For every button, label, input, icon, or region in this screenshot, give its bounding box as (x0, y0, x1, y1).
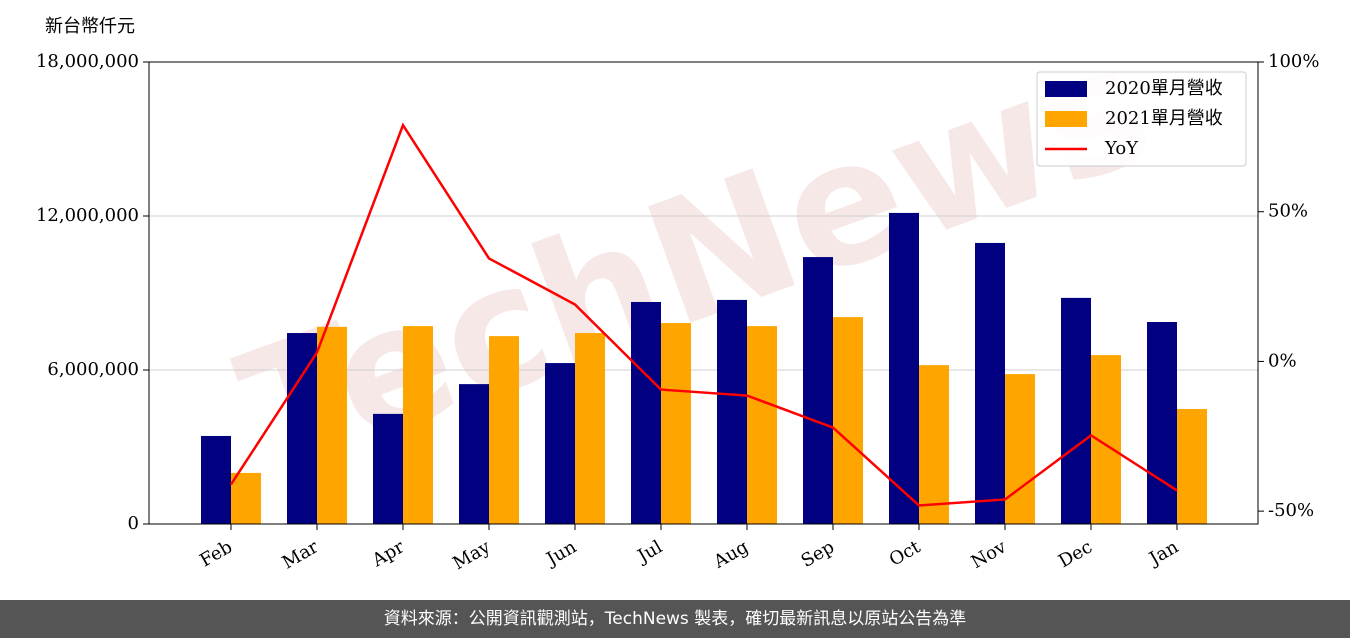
bar (489, 336, 519, 524)
bar (803, 257, 833, 524)
bar (833, 317, 863, 524)
footer: 資料來源：公開資訊觀測站，TechNews 製表，確切最新訊息以原站公告為準 (0, 600, 1350, 638)
bar (373, 413, 403, 524)
bar (919, 365, 949, 524)
y2-tick-label: -50% (1268, 500, 1314, 521)
bar (1177, 409, 1207, 524)
chart: TechNews 新台幣仟元 06,000,00012,000,00018,00… (36, 4, 1320, 574)
bar (459, 384, 489, 524)
x-tick-label: Jan (1144, 536, 1182, 570)
bar (747, 326, 777, 524)
bar (231, 472, 261, 524)
y2-tick-label: 50% (1268, 201, 1308, 222)
legend: 2020單月營收 2021單月營收 YoY (1036, 71, 1247, 167)
bar (1005, 374, 1035, 524)
line (229, 122, 1178, 507)
y-tick-label: 0 (128, 513, 139, 534)
bar (889, 212, 919, 525)
bar (201, 435, 231, 524)
y-tick-label: 6,000,000 (47, 359, 139, 380)
bar (317, 326, 347, 524)
bar (975, 242, 1005, 524)
y2-tick-label: 0% (1268, 350, 1297, 371)
x-tick-label: Nov (968, 536, 1011, 573)
bar (545, 363, 575, 524)
legend-box (1036, 71, 1247, 167)
bar (661, 323, 691, 524)
y2-tick-label: 100% (1268, 51, 1319, 72)
x-tick-label: Jul (632, 536, 666, 568)
x-tick-label: Feb (196, 536, 236, 571)
y-tick-label: 18,000,000 (36, 51, 139, 72)
legend-label: YoY (1104, 138, 1139, 159)
bar (575, 333, 605, 524)
y-tick-label: 12,000,000 (36, 205, 139, 226)
legend-swatch (1045, 81, 1087, 97)
bar (717, 299, 747, 524)
legend-label: 2021單月營收 (1105, 108, 1223, 129)
x-tick-label: Oct (886, 536, 925, 571)
plot-frame (148, 61, 1259, 525)
bar (403, 326, 433, 524)
x-tick-label: Jun (541, 536, 580, 571)
x-tick-label: Mar (279, 536, 323, 573)
bar (1061, 297, 1091, 524)
legend-swatch (1045, 111, 1087, 127)
x-tick-label: Sep (798, 536, 838, 571)
x-tick-label: Aug (709, 536, 752, 573)
bar (1147, 322, 1177, 524)
y-axis-label: 新台幣仟元 (45, 16, 135, 37)
legend-label: 2020單月營收 (1105, 78, 1223, 99)
x-tick-label: Apr (368, 536, 408, 571)
bar (631, 301, 661, 524)
bar (287, 333, 317, 524)
x-tick-label: Dec (1055, 536, 1096, 572)
x-tick-label: May (449, 536, 494, 574)
